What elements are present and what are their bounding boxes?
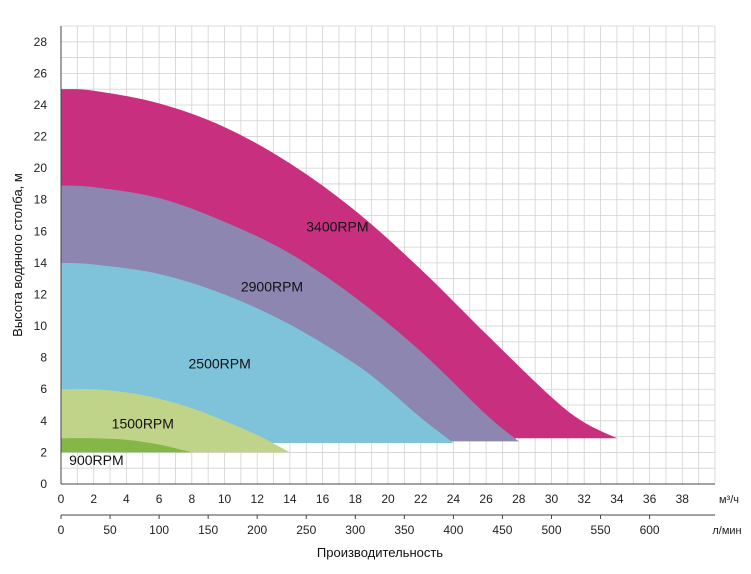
y-tick-label: 12 <box>34 287 48 301</box>
x2-tick-label: 200 <box>247 523 267 537</box>
x2-tick-label: 0 <box>58 523 65 537</box>
x2-tick-label: 150 <box>198 523 218 537</box>
rpm-area-2500rpm <box>61 262 454 443</box>
x-tick-label: 18 <box>349 492 363 506</box>
rpm-area-1500rpm <box>61 389 290 453</box>
x-tick-label: 12 <box>251 492 265 506</box>
chart-axes <box>60 26 715 519</box>
y-tick-label: 22 <box>34 130 48 144</box>
y-tick-label: 4 <box>40 414 47 428</box>
rpm-area-900rpm <box>61 438 192 453</box>
x2-tick-label: 100 <box>149 523 169 537</box>
x-tick-label: 30 <box>545 492 559 506</box>
x-tick-label: 10 <box>218 492 232 506</box>
x-tick-label: 36 <box>643 492 657 506</box>
x2-tick-label: 250 <box>296 523 316 537</box>
x2-tick-label: 450 <box>492 523 512 537</box>
x2-tick-label: 350 <box>394 523 414 537</box>
y-tick-label: 10 <box>34 319 48 333</box>
y-tick-label: 2 <box>40 445 47 459</box>
y-tick-label: 20 <box>34 161 48 175</box>
y-tick-label: 26 <box>34 66 48 80</box>
x-tick-label: 26 <box>479 492 493 506</box>
x-unit-label: м³/ч <box>719 494 739 506</box>
y-tick-label: 18 <box>34 193 48 207</box>
y-tick-label: 0 <box>40 477 47 491</box>
x2-unit-label: л/мин <box>712 525 741 537</box>
x-tick-label: 28 <box>512 492 526 506</box>
x2-tick-label: 50 <box>103 523 117 537</box>
x-tick-label: 16 <box>316 492 330 506</box>
x2-tick-label: 600 <box>640 523 660 537</box>
series-label-1500rpm: 1500RPM <box>112 416 174 432</box>
x-tick-label: 38 <box>676 492 690 506</box>
series-label-3400rpm: 3400RPM <box>306 218 368 234</box>
x-tick-label: 32 <box>578 492 592 506</box>
x2-tick-label: 400 <box>443 523 463 537</box>
x2-tick-label: 550 <box>591 523 611 537</box>
x-axis-title: Производительность <box>317 545 443 560</box>
rpm-areas <box>61 89 617 453</box>
y-tick-label: 24 <box>34 98 48 112</box>
x-tick-label: 2 <box>90 492 97 506</box>
y-tick-label: 28 <box>34 35 48 49</box>
x-tick-label: 0 <box>58 492 65 506</box>
y-tick-label: 16 <box>34 224 48 238</box>
y-tick-label: 6 <box>40 382 47 396</box>
x-tick-label: 34 <box>610 492 624 506</box>
x-tick-label: 6 <box>156 492 163 506</box>
series-label-2900rpm: 2900RPM <box>241 278 303 294</box>
x-tick-label: 4 <box>123 492 130 506</box>
series-label-900rpm: 900RPM <box>69 452 123 468</box>
x-tick-label: 20 <box>381 492 395 506</box>
x-tick-label: 14 <box>283 492 297 506</box>
x2-tick-label: 300 <box>345 523 365 537</box>
y-axis-title: Высота водяного столба, м <box>10 173 25 337</box>
x2-tick-label: 500 <box>541 523 561 537</box>
x-tick-label: 8 <box>188 492 195 506</box>
series-label-2500rpm: 2500RPM <box>189 356 251 372</box>
x-tick-label: 22 <box>414 492 428 506</box>
y-tick-label: 14 <box>34 256 48 270</box>
y-tick-label: 8 <box>40 351 47 365</box>
x-tick-label: 24 <box>447 492 461 506</box>
